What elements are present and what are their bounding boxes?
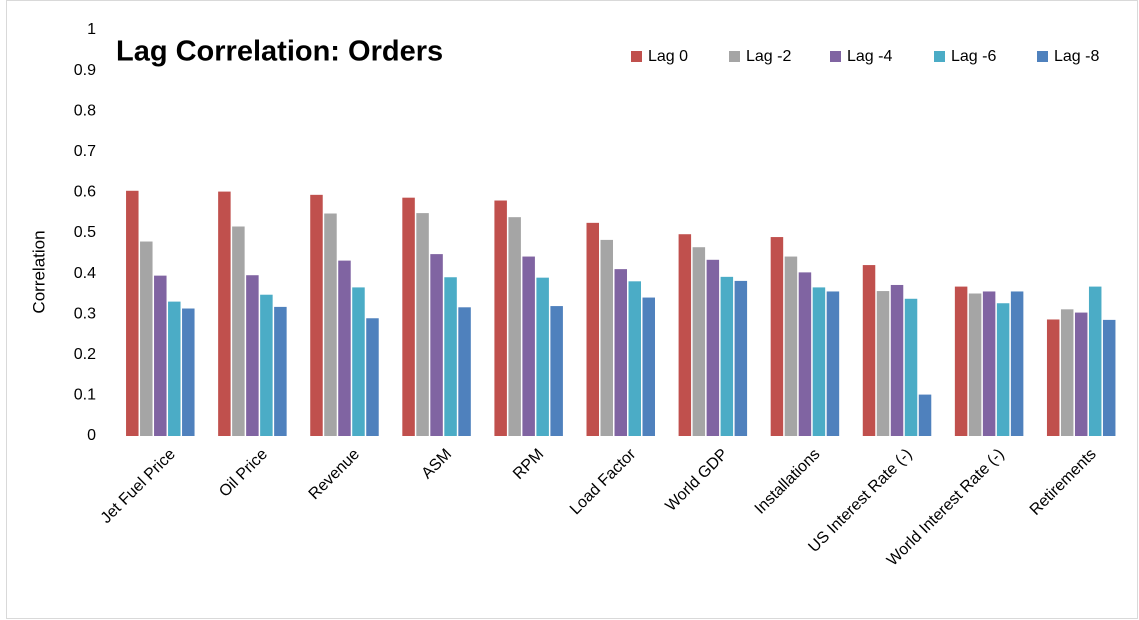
y-tick-label: 0.6 — [74, 184, 96, 201]
bar — [246, 275, 259, 436]
y-tick-label: 0.3 — [74, 305, 96, 322]
legend-label: Lag -8 — [1054, 48, 1099, 65]
bar — [798, 272, 812, 436]
bar — [1010, 291, 1024, 436]
bar — [550, 306, 563, 436]
chart-frame — [6, 0, 1138, 619]
bar — [182, 308, 195, 436]
y-tick-label: 1 — [87, 21, 96, 38]
bar — [536, 277, 549, 436]
bar — [862, 265, 876, 436]
bar — [310, 194, 323, 436]
y-tick-label: 0.9 — [74, 62, 96, 79]
legend-swatch — [1037, 51, 1048, 62]
bar — [734, 280, 748, 436]
bar — [338, 260, 351, 436]
bar — [586, 222, 599, 436]
bar — [784, 256, 798, 436]
bar — [904, 298, 918, 436]
legend-label: Lag -2 — [746, 48, 791, 65]
bar — [982, 291, 996, 436]
bar — [918, 394, 932, 436]
bar — [876, 291, 890, 436]
bar — [614, 269, 627, 436]
bar — [968, 293, 982, 436]
bar — [260, 294, 273, 436]
legend-label: Lag 0 — [648, 48, 688, 65]
bar — [324, 213, 337, 436]
bar — [494, 200, 507, 436]
y-axis-label: Correlation — [29, 230, 48, 313]
legend-label: Lag -4 — [847, 48, 892, 65]
bar — [890, 284, 904, 436]
bar — [996, 303, 1010, 436]
bar — [402, 197, 415, 436]
bar — [430, 254, 443, 436]
y-tick-label: 0.8 — [74, 102, 96, 119]
bar — [1046, 319, 1060, 436]
bar — [600, 239, 613, 436]
legend-swatch — [830, 51, 841, 62]
bar — [628, 281, 641, 436]
bar — [444, 277, 457, 436]
bar — [812, 287, 826, 436]
bar — [218, 191, 231, 436]
y-tick-label: 0.4 — [74, 265, 96, 282]
bar — [642, 297, 655, 436]
bar — [1088, 286, 1102, 436]
bar — [1102, 319, 1116, 436]
bar — [678, 234, 692, 436]
bar — [508, 217, 521, 436]
bar — [168, 301, 181, 436]
bar — [1060, 309, 1074, 436]
bar — [126, 190, 139, 436]
bar — [458, 307, 471, 436]
bar — [232, 226, 245, 436]
bar — [954, 286, 968, 436]
bar — [692, 247, 706, 436]
bar — [140, 241, 153, 436]
bar — [366, 318, 379, 436]
legend-label: Lag -6 — [951, 48, 996, 65]
bar — [770, 237, 784, 436]
legend-swatch — [729, 51, 740, 62]
y-tick-label: 0.7 — [74, 143, 96, 160]
y-tick-label: 0 — [87, 427, 96, 444]
y-tick-label: 0.2 — [74, 346, 96, 363]
bar — [826, 291, 840, 436]
chart-title: Lag Correlation: Orders — [116, 36, 443, 68]
bar — [352, 287, 365, 436]
bar — [1074, 312, 1088, 436]
bar — [706, 259, 720, 436]
bar — [274, 306, 287, 436]
y-tick-label: 0.5 — [74, 224, 96, 241]
legend-swatch — [631, 51, 642, 62]
y-tick-label: 0.1 — [74, 387, 96, 404]
bar — [416, 213, 429, 436]
bar — [720, 276, 734, 436]
bar — [154, 275, 167, 436]
legend-swatch — [934, 51, 945, 62]
bar — [522, 256, 535, 436]
